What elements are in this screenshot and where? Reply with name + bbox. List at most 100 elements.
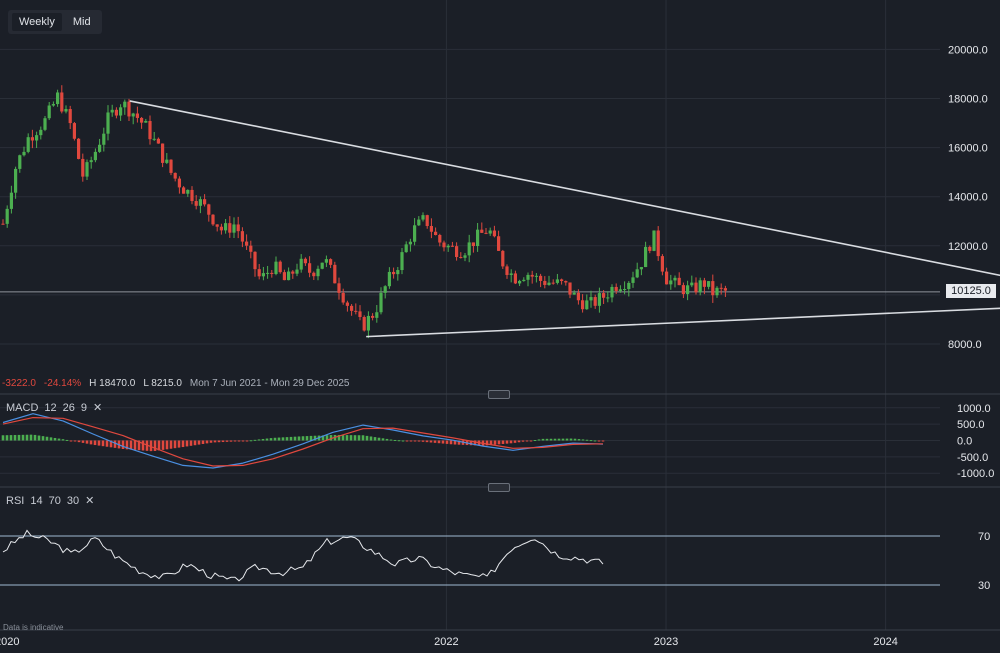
macd-histogram-bar: [85, 440, 89, 444]
candle-body: [421, 215, 425, 220]
candle-body: [295, 269, 299, 274]
macd-histogram-bar: [405, 440, 409, 442]
rsi-line: [2, 529, 604, 582]
candle-body: [345, 302, 349, 306]
candle-body: [425, 215, 429, 226]
candle-body: [505, 266, 509, 275]
price-panel-resize-handle[interactable]: [488, 390, 510, 399]
macd-histogram-bar: [441, 440, 445, 444]
candle-body: [64, 109, 68, 112]
candle-body: [215, 224, 219, 227]
rsi-param-lower: 30: [66, 494, 80, 507]
candle-body: [715, 287, 719, 296]
candle-body: [51, 104, 55, 106]
candle-body: [324, 259, 328, 263]
macd-histogram-bar: [493, 440, 497, 445]
macd-histogram-bar: [93, 440, 97, 446]
candle-body: [614, 286, 618, 291]
candle-body: [379, 292, 383, 313]
candle-body: [110, 109, 114, 113]
current-price-tag: 10125.0: [946, 284, 996, 298]
low-value: L 8215.0: [143, 378, 182, 389]
candle-body: [312, 272, 316, 277]
candle-body: [396, 270, 400, 275]
price-tick-label: 14000.0: [948, 192, 988, 204]
candle-body: [203, 199, 207, 205]
candle-body: [610, 286, 614, 298]
macd-histogram-bar: [213, 440, 217, 443]
macd-histogram-bar: [165, 440, 169, 450]
candle-body: [190, 189, 194, 202]
candle-body: [240, 231, 244, 242]
rsi-close-icon[interactable]: ✕: [85, 495, 95, 507]
candle-body: [404, 244, 408, 253]
macd-histogram-bar: [425, 440, 429, 443]
candle-body: [362, 316, 366, 331]
macd-histogram-bar: [233, 440, 237, 442]
macd-histogram-bar: [393, 439, 397, 441]
candle-body: [375, 312, 379, 318]
macd-histogram-bar: [401, 440, 405, 442]
macd-histogram-bar: [237, 440, 241, 442]
candle-body: [186, 189, 190, 194]
candle-body: [463, 255, 467, 258]
macd-histogram-bar: [97, 440, 101, 446]
candle-body: [593, 297, 597, 306]
macd-histogram-bar: [245, 440, 249, 442]
macd-histogram-bar: [53, 437, 57, 441]
candle-body: [702, 280, 706, 287]
candle-body: [383, 286, 387, 293]
candle-body: [119, 107, 123, 116]
macd-histogram-bar: [377, 437, 381, 441]
candle-body: [131, 113, 135, 117]
macd-histogram-bar: [169, 440, 173, 449]
macd-histogram-bar: [149, 440, 153, 452]
candle-body: [320, 262, 324, 269]
candle-body: [140, 117, 144, 123]
macd-histogram-bar: [445, 440, 449, 444]
candle-body: [85, 162, 89, 177]
candle-body: [639, 267, 643, 270]
interval-weekly-button[interactable]: Weekly: [12, 13, 62, 31]
macd-label: MACD: [6, 401, 39, 414]
candle-body: [144, 121, 148, 123]
candle-body: [656, 230, 660, 257]
macd-histogram-bar: [437, 440, 441, 444]
candle-body: [450, 245, 454, 247]
candle-body: [337, 283, 341, 293]
macd-tick-label: -1000.0: [957, 468, 994, 480]
macd-histogram-bar: [533, 439, 537, 441]
macd-histogram-bar: [417, 440, 421, 442]
candle-body: [249, 245, 253, 252]
macd-histogram-bar: [325, 435, 329, 441]
macd-panel-resize-handle[interactable]: [488, 483, 510, 492]
candle-body: [652, 230, 656, 251]
candle-body: [329, 259, 333, 265]
macd-histogram-bar: [225, 440, 229, 442]
high-value: H 18470.0: [89, 378, 136, 389]
candle-body: [39, 129, 43, 136]
candle-body: [72, 123, 76, 139]
macd-histogram-bar: [513, 440, 517, 443]
macd-histogram-bar: [261, 438, 265, 441]
macd-histogram-bar: [565, 438, 569, 441]
candle-body: [354, 310, 358, 312]
candle-body: [476, 229, 480, 247]
macd-histogram-bar: [473, 440, 477, 446]
macd-histogram-bar: [497, 440, 501, 445]
macd-close-icon[interactable]: ✕: [93, 402, 103, 414]
macd-histogram-bar: [293, 436, 297, 441]
macd-histogram-bar: [121, 440, 125, 450]
macd-histogram-bar: [413, 440, 417, 442]
candle-body: [681, 285, 685, 295]
candle-body: [43, 118, 47, 130]
macd-histogram-bar: [385, 438, 389, 441]
macd-histogram-bar: [381, 438, 385, 441]
candle-body: [644, 246, 648, 268]
candle-body: [539, 275, 543, 281]
candle-body: [719, 287, 723, 289]
price-mode-mid-button[interactable]: Mid: [72, 16, 91, 28]
price-tick-label: 8000.0: [948, 339, 982, 351]
candle-body: [366, 315, 370, 331]
